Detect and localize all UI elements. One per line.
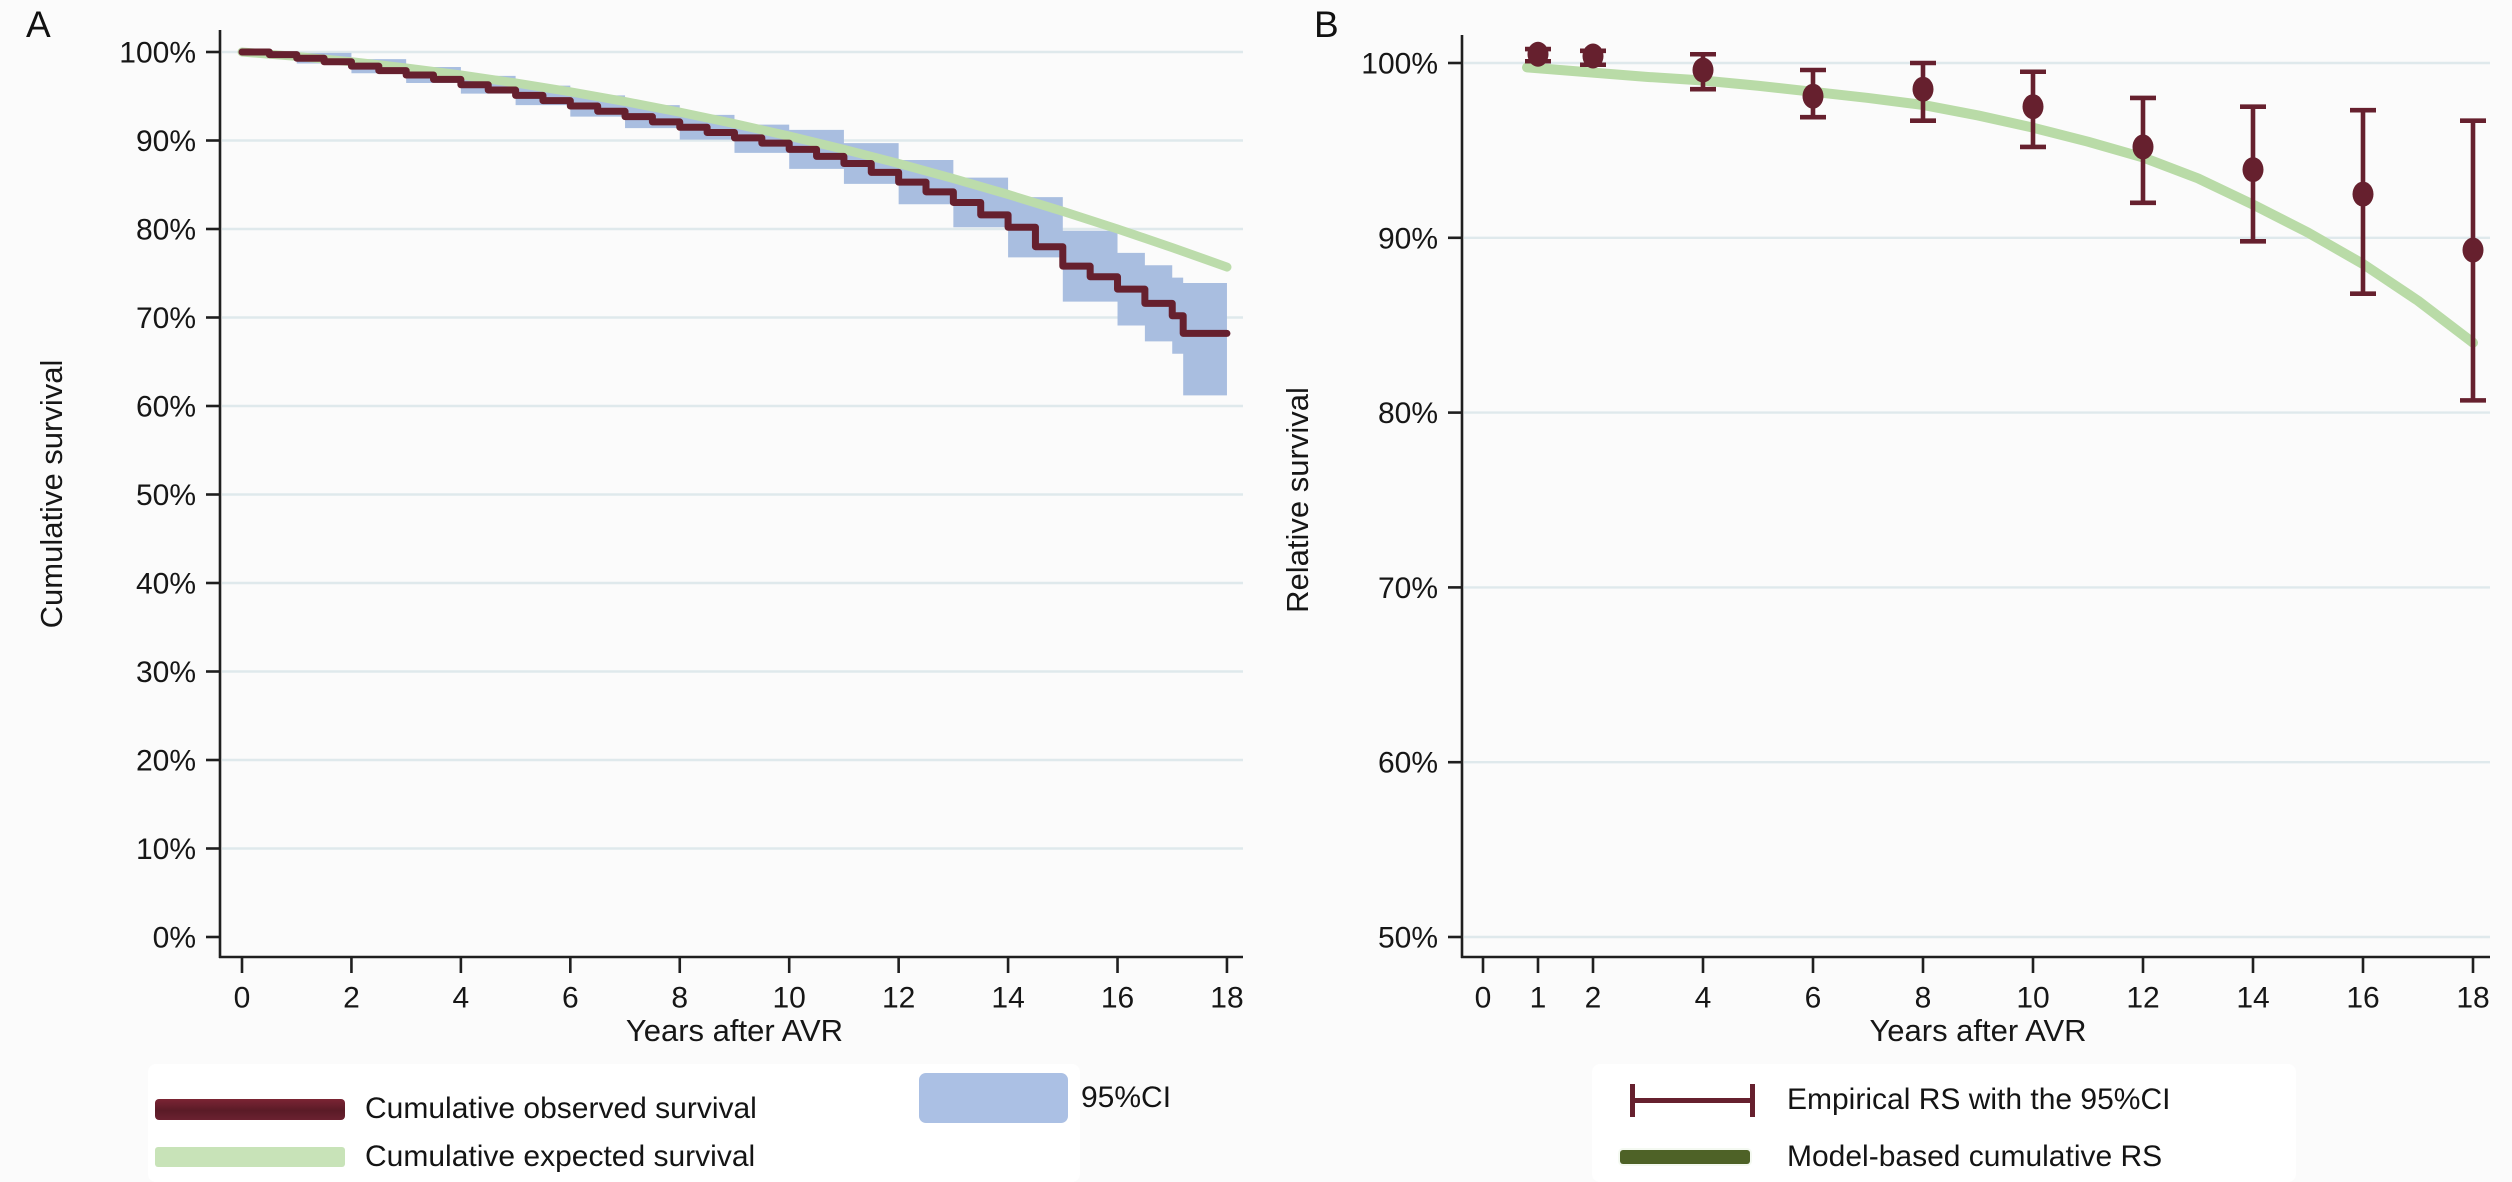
data-point-marker <box>2242 157 2264 183</box>
panel-b-x-tick-label: 12 <box>2126 982 2159 1015</box>
panel-a-y-axis-label: Cumulative survival <box>34 360 69 629</box>
panel-b-y-tick-label: 90% <box>1378 222 1438 255</box>
panel-a-y-tick-label: 20% <box>136 745 196 778</box>
errorbar <box>1690 51 1716 92</box>
ci-band-swatch <box>919 1073 1068 1123</box>
panel-a-x-tick-label: 6 <box>562 982 579 1015</box>
data-point-marker <box>2132 134 2154 160</box>
panel-b-x-tick-label: 10 <box>2016 982 2049 1015</box>
errorbar-swatch <box>1630 1083 1755 1117</box>
data-point-marker <box>1527 41 1549 67</box>
panel-b-y-tick-label: 80% <box>1378 397 1438 430</box>
panel-b-y-tick-label: 70% <box>1378 572 1438 605</box>
panel-a-x-tick-label: 10 <box>773 982 806 1015</box>
panel-b-x-tick-label: 2 <box>1585 982 1602 1015</box>
panel-b-y-tick-label: 100% <box>1361 48 1438 81</box>
data-point-marker <box>1692 57 1714 83</box>
panel-b-x-tick-label: 14 <box>2236 982 2269 1015</box>
panel-a-y-tick-label: 60% <box>136 391 196 424</box>
panel-a-y-tick-label: 10% <box>136 833 196 866</box>
panel-a-x-tick-label: 8 <box>671 982 688 1015</box>
errorbar <box>1525 41 1551 67</box>
data-point-marker <box>2462 237 2484 263</box>
errorbar <box>2460 118 2486 403</box>
model-curve <box>1522 62 2478 348</box>
panel-b-y-axis-label: Relative survival <box>1280 387 1315 613</box>
panel-b-x-tick-label: 18 <box>2456 982 2489 1015</box>
panel-a-y-tick-label: 70% <box>136 302 196 335</box>
panel-a-x-tick-label: 0 <box>234 982 251 1015</box>
panel-a-y-tick-label: 90% <box>136 125 196 158</box>
panel-a: 0% 10% 20% 30% 40% 50% 60% 70% 80% 90% 100% 0 2 4 6 8 10… <box>34 30 1244 1048</box>
errorbar <box>1800 67 1826 120</box>
errorbar <box>1580 43 1606 69</box>
legend-item-model: Model-based cumulative RS <box>1620 1140 2162 1174</box>
panel-a-x-tick-label: 2 <box>343 982 360 1015</box>
panel-a-y-tick-label: 50% <box>136 479 196 512</box>
errorbar <box>1910 60 1936 123</box>
panel-b-x-tick-label: 4 <box>1695 982 1712 1015</box>
panel-a-x-tick-label: 18 <box>1210 982 1243 1015</box>
legend-label-model: Model-based cumulative RS <box>1787 1140 2163 1173</box>
legend-item-empirical: Empirical RS with the 95%CI <box>1630 1083 2170 1117</box>
observed-curve <box>238 48 1231 337</box>
panel-a-y-tick-label: 80% <box>136 214 196 247</box>
errorbar <box>2350 107 2376 297</box>
panel-b-x-tick-label: 0 <box>1475 982 1492 1015</box>
panel-a-x-tick-label: 12 <box>882 982 915 1015</box>
data-point-marker <box>1802 83 1824 109</box>
legend-item-ci: 95%CI <box>919 1073 1171 1123</box>
ci-band <box>258 52 1227 396</box>
legend-label-observed: Cumulative observed survival <box>365 1092 757 1125</box>
panel-b-letter: B <box>1314 4 1339 45</box>
expected-line-swatch <box>155 1147 345 1167</box>
errorbar <box>2240 104 2266 244</box>
panel-b-x-tick-label: 16 <box>2346 982 2379 1015</box>
errorbar <box>2020 69 2046 150</box>
panel-a-x-tick-label: 16 <box>1101 982 1134 1015</box>
panel-b-x-tick-label: 1 <box>1530 982 1547 1015</box>
legend-label-expected: Cumulative expected survival <box>365 1140 756 1173</box>
panel-b: 50%60%70%80%90%100%0 1 2 4 6 8 10 12 14 16 18Years… <box>1280 35 2490 1048</box>
panel-a-y-tick-label: 0% <box>153 922 196 955</box>
panel-a-x-tick-label: 4 <box>453 982 470 1015</box>
panel-b-y-tick-label: 60% <box>1378 747 1438 780</box>
model-line-swatch <box>1620 1150 1750 1164</box>
panel-a-y-tick-label: 30% <box>136 656 196 689</box>
panel-b-x-axis-label: Years after AVR <box>1869 1013 2086 1048</box>
panel-a-y-tick-label: 40% <box>136 568 196 601</box>
legend-label-empirical: Empirical RS with the 95%CI <box>1787 1083 2171 1116</box>
data-point-marker <box>2352 181 2374 207</box>
errorbar <box>2130 95 2156 206</box>
legend-item-observed: Cumulative observed survival <box>155 1092 757 1126</box>
legend-label-ci: 95%CI <box>1081 1081 1172 1114</box>
panel-b-x-tick-label: 6 <box>1805 982 1822 1015</box>
panel-a-y-tick-label: 100% <box>119 37 196 70</box>
panel-b-y-tick-label: 50% <box>1378 922 1438 955</box>
panel-a-x-tick-label: 14 <box>991 982 1024 1015</box>
data-point-marker <box>2022 94 2044 120</box>
panel-a-x-axis-label: Years after AVR <box>626 1013 843 1048</box>
data-point-marker <box>1582 43 1604 69</box>
legend-item-expected: Cumulative expected survival <box>155 1140 755 1174</box>
panel-a-letter: A <box>26 4 51 45</box>
observed-line-swatch <box>155 1098 345 1120</box>
panel-b-x-tick-label: 8 <box>1915 982 1932 1015</box>
data-point-marker <box>1912 76 1934 102</box>
